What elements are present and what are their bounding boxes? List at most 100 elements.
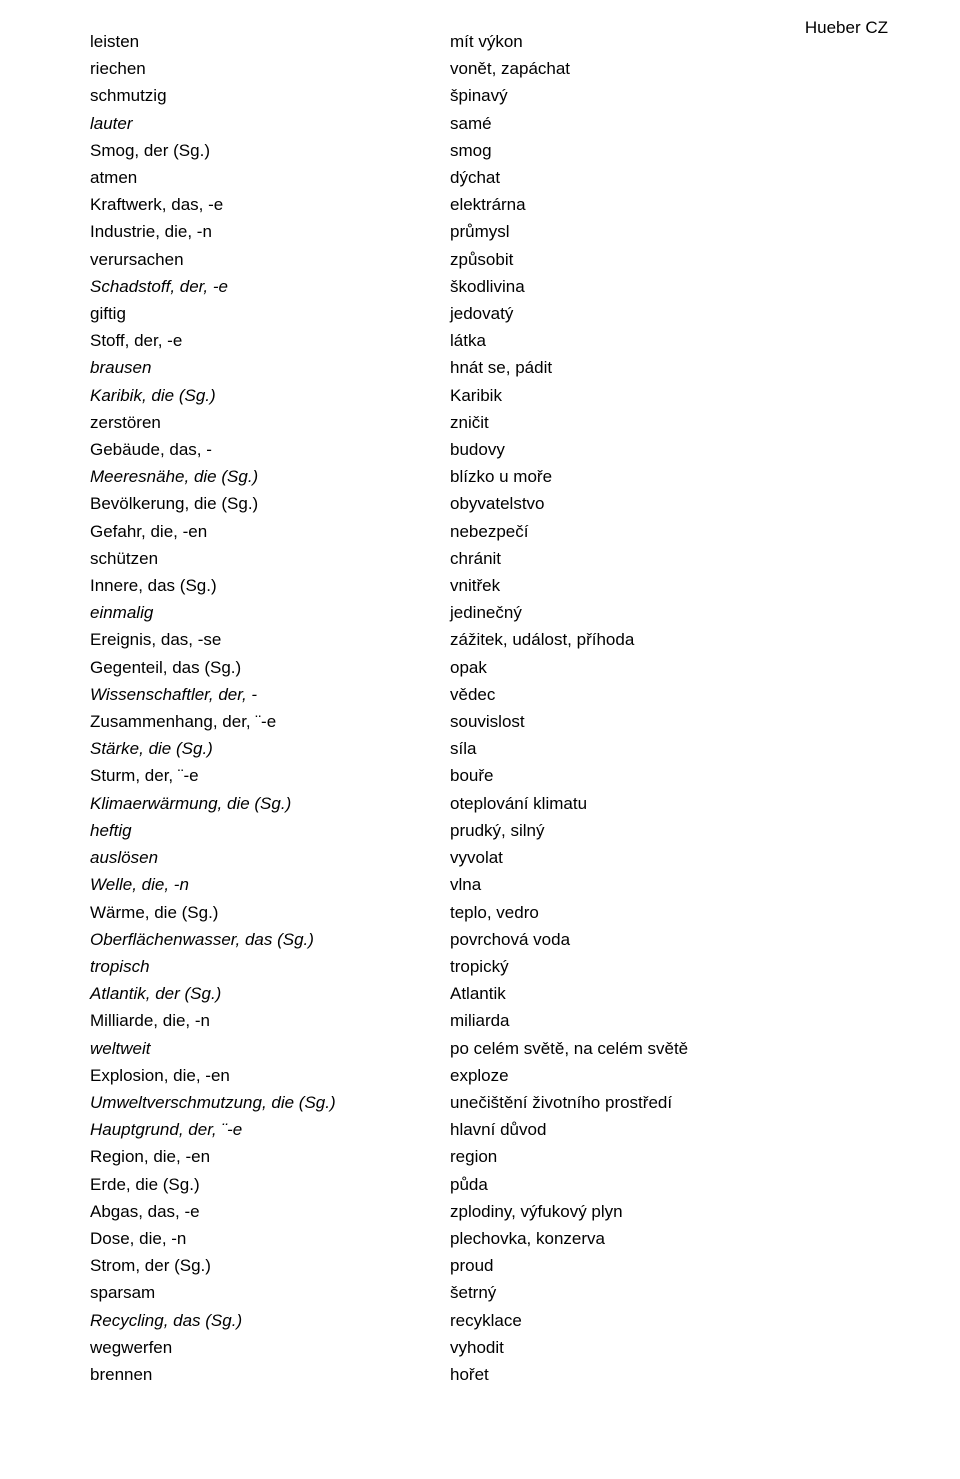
czech-translation: smog <box>450 137 870 164</box>
czech-translation: vědec <box>450 681 870 708</box>
german-term: atmen <box>90 164 450 191</box>
german-term: Strom, der (Sg.) <box>90 1252 450 1279</box>
german-term: wegwerfen <box>90 1334 450 1361</box>
german-term: Wissenschaftler, der, - <box>90 681 450 708</box>
czech-translation: blízko u moře <box>450 463 870 490</box>
czech-translation: obyvatelstvo <box>450 490 870 517</box>
german-term: Klimaerwärmung, die (Sg.) <box>90 790 450 817</box>
german-term: verursachen <box>90 246 450 273</box>
german-term: Industrie, die, -n <box>90 218 450 245</box>
czech-translation: síla <box>450 735 870 762</box>
czech-translation: zničit <box>450 409 870 436</box>
czech-translation: elektrárna <box>450 191 870 218</box>
german-term: brausen <box>90 354 450 381</box>
german-term: Wärme, die (Sg.) <box>90 899 450 926</box>
german-term: zerstören <box>90 409 450 436</box>
czech-translation: souvislost <box>450 708 870 735</box>
german-term: Gefahr, die, -en <box>90 518 450 545</box>
german-term: Region, die, -en <box>90 1143 450 1170</box>
german-term: Milliarde, die, -n <box>90 1007 450 1034</box>
header-brand-label: Hueber CZ <box>805 18 888 38</box>
czech-translation: tropický <box>450 953 870 980</box>
german-term: heftig <box>90 817 450 844</box>
czech-translation: škodlivina <box>450 273 870 300</box>
german-term: brennen <box>90 1361 450 1388</box>
german-term: Recycling, das (Sg.) <box>90 1307 450 1334</box>
czech-translation: jedinečný <box>450 599 870 626</box>
czech-translation: opak <box>450 654 870 681</box>
german-term: schmutzig <box>90 82 450 109</box>
czech-translation: region <box>450 1143 870 1170</box>
czech-translation: vyvolat <box>450 844 870 871</box>
czech-translation: látka <box>450 327 870 354</box>
czech-translation: miliarda <box>450 1007 870 1034</box>
czech-translation: jedovatý <box>450 300 870 327</box>
czech-translation: povrchová voda <box>450 926 870 953</box>
german-term: riechen <box>90 55 450 82</box>
czech-translation: po celém světě, na celém světě <box>450 1035 870 1062</box>
german-term: tropisch <box>90 953 450 980</box>
german-term: Ereignis, das, -se <box>90 626 450 653</box>
czech-translation: Atlantik <box>450 980 870 1007</box>
german-term: Schadstoff, der, -e <box>90 273 450 300</box>
german-term: Gebäude, das, - <box>90 436 450 463</box>
german-term: Kraftwerk, das, -e <box>90 191 450 218</box>
czech-translation: recyklace <box>450 1307 870 1334</box>
german-term: leisten <box>90 28 450 55</box>
german-term: schützen <box>90 545 450 572</box>
czech-translation: způsobit <box>450 246 870 273</box>
german-term: Stärke, die (Sg.) <box>90 735 450 762</box>
czech-translation: půda <box>450 1171 870 1198</box>
german-term: Karibik, die (Sg.) <box>90 382 450 409</box>
german-term: Zusammenhang, der, ¨-e <box>90 708 450 735</box>
german-term: Meeresnähe, die (Sg.) <box>90 463 450 490</box>
german-term: giftig <box>90 300 450 327</box>
czech-translation: budovy <box>450 436 870 463</box>
czech-translation: špinavý <box>450 82 870 109</box>
czech-translation: plechovka, konzerva <box>450 1225 870 1252</box>
czech-translation: šetrný <box>450 1279 870 1306</box>
vocabulary-columns: leistenriechenschmutziglauterSmog, der (… <box>90 28 870 1388</box>
german-term: Explosion, die, -en <box>90 1062 450 1089</box>
czech-translation: chránit <box>450 545 870 572</box>
german-term: Atlantik, der (Sg.) <box>90 980 450 1007</box>
czech-translation: průmysl <box>450 218 870 245</box>
german-term: Welle, die, -n <box>90 871 450 898</box>
column-czech: mít výkonvonět, zapáchatšpinavýsamésmogd… <box>450 28 870 1388</box>
czech-translation: hlavní důvod <box>450 1116 870 1143</box>
czech-translation: exploze <box>450 1062 870 1089</box>
czech-translation: nebezpečí <box>450 518 870 545</box>
german-term: Sturm, der, ¨-e <box>90 762 450 789</box>
czech-translation: oteplování klimatu <box>450 790 870 817</box>
vocabulary-page: Hueber CZ leistenriechenschmutziglauterS… <box>0 0 960 1428</box>
czech-translation: samé <box>450 110 870 137</box>
german-term: Abgas, das, -e <box>90 1198 450 1225</box>
german-term: Gegenteil, das (Sg.) <box>90 654 450 681</box>
czech-translation: dýchat <box>450 164 870 191</box>
german-term: sparsam <box>90 1279 450 1306</box>
german-term: Hauptgrund, der, ¨-e <box>90 1116 450 1143</box>
german-term: lauter <box>90 110 450 137</box>
german-term: Erde, die (Sg.) <box>90 1171 450 1198</box>
czech-translation: vonět, zapáchat <box>450 55 870 82</box>
czech-translation: unečištění životního prostředí <box>450 1089 870 1116</box>
german-term: Stoff, der, -e <box>90 327 450 354</box>
czech-translation: Karibik <box>450 382 870 409</box>
czech-translation: vnitřek <box>450 572 870 599</box>
czech-translation: proud <box>450 1252 870 1279</box>
german-term: Smog, der (Sg.) <box>90 137 450 164</box>
czech-translation: hnát se, pádit <box>450 354 870 381</box>
czech-translation: teplo, vedro <box>450 899 870 926</box>
german-term: einmalig <box>90 599 450 626</box>
german-term: Innere, das (Sg.) <box>90 572 450 599</box>
german-term: Dose, die, -n <box>90 1225 450 1252</box>
german-term: auslösen <box>90 844 450 871</box>
czech-translation: vlna <box>450 871 870 898</box>
german-term: Oberflächenwasser, das (Sg.) <box>90 926 450 953</box>
german-term: Bevölkerung, die (Sg.) <box>90 490 450 517</box>
czech-translation: zplodiny, výfukový plyn <box>450 1198 870 1225</box>
german-term: weltweit <box>90 1035 450 1062</box>
czech-translation: vyhodit <box>450 1334 870 1361</box>
czech-translation: zážitek, událost, příhoda <box>450 626 870 653</box>
czech-translation: prudký, silný <box>450 817 870 844</box>
